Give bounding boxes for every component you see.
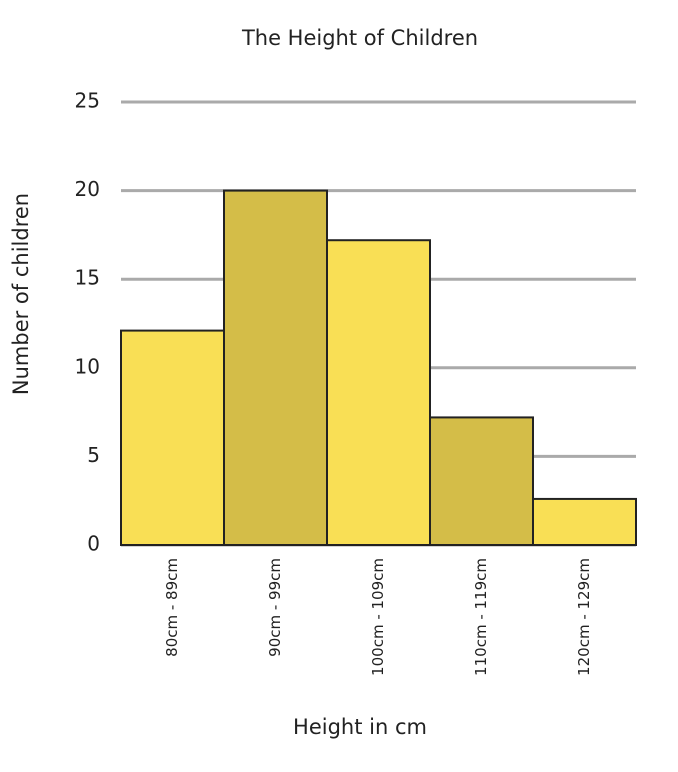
x-tick-label: 120cm - 129cm [575,558,593,676]
bar [532,497,637,547]
y-tick-label: 10 [75,354,100,378]
bar [326,239,431,546]
y-tick-label: 25 [75,89,100,113]
chart-title: The Height of Children [241,26,478,50]
x-tick-label: 90cm - 99cm [266,558,284,657]
y-tick-label: 15 [75,266,100,290]
x-tick-label: 80cm - 89cm [163,558,181,657]
y-tick-label: 20 [75,177,100,201]
bar [120,329,225,547]
y-tick-label: 0 [87,532,100,556]
bar [429,416,534,546]
x-axis-label: Height in cm [293,715,427,739]
y-axis-label: Number of children [9,193,33,395]
bar [223,189,328,546]
y-tick-label: 5 [87,443,100,467]
x-tick-label: 110cm - 119cm [472,558,490,676]
x-tick-label: 100cm - 109cm [369,558,387,676]
